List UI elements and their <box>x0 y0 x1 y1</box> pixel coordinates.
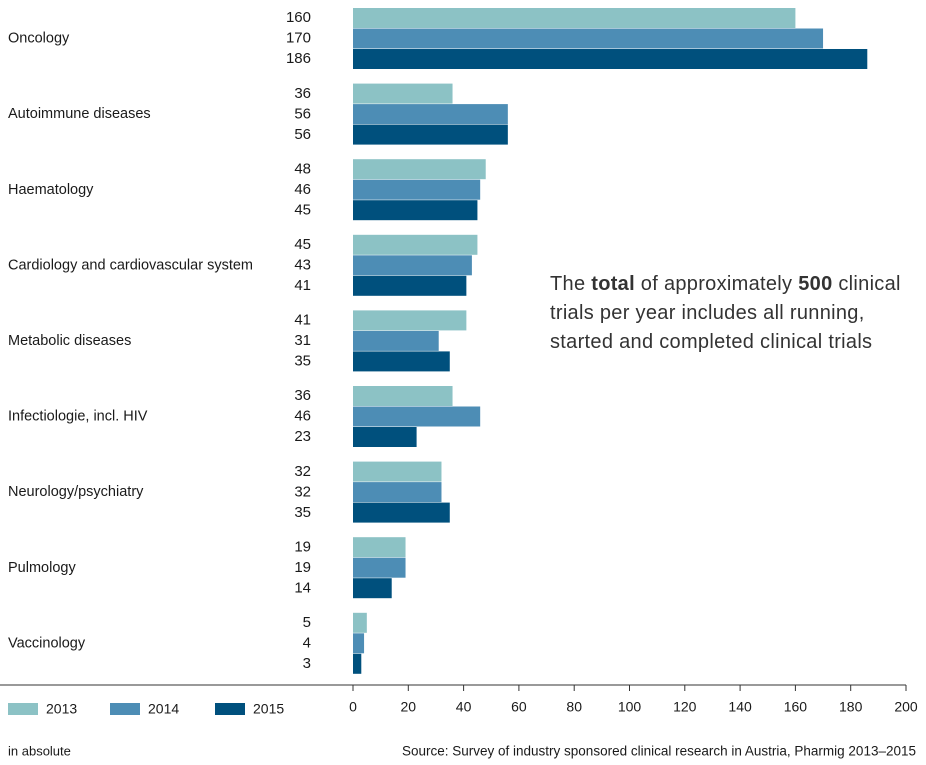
annotation-part: clinical trials per year includes all ru… <box>550 273 907 353</box>
bar <box>353 49 868 69</box>
x-tick-label: 0 <box>349 699 357 715</box>
legend-swatch <box>8 703 38 715</box>
value-label: 46 <box>294 408 311 425</box>
category-label: Autoimmune diseases <box>8 106 151 122</box>
category-label: Oncology <box>8 31 70 47</box>
bar <box>353 406 481 427</box>
bar <box>353 104 508 125</box>
value-label: 35 <box>294 504 311 521</box>
x-tick-label: 100 <box>618 699 642 715</box>
category-label: Cardiology and cardiovascular system <box>8 257 253 273</box>
value-label: 35 <box>294 353 311 370</box>
value-label: 41 <box>294 277 311 294</box>
value-label: 170 <box>286 30 311 47</box>
legend-label: 2013 <box>46 701 77 717</box>
value-label: 48 <box>294 160 311 177</box>
category-label: Metabolic diseases <box>8 333 131 349</box>
annotation-part: total <box>591 273 635 295</box>
annotation-part: The <box>550 273 592 295</box>
value-label: 46 <box>294 181 311 198</box>
bar <box>353 502 450 523</box>
x-tick-label: 80 <box>566 699 582 715</box>
bar <box>353 482 442 503</box>
legend-label: 2014 <box>148 701 179 717</box>
bar <box>353 28 824 49</box>
bar <box>353 179 481 200</box>
annotation-part: 500 <box>798 273 833 295</box>
axis-note: in absolute <box>8 743 71 758</box>
value-label: 31 <box>294 332 311 349</box>
category-label: Haematology <box>8 182 94 198</box>
value-label: 19 <box>294 559 311 576</box>
value-label: 56 <box>294 105 311 122</box>
value-label: 5 <box>303 614 311 631</box>
category-label: Vaccinology <box>8 635 86 651</box>
bar <box>353 461 442 482</box>
legend-swatch <box>215 703 245 715</box>
value-label: 45 <box>294 201 311 218</box>
legend-label: 2015 <box>253 701 284 717</box>
x-tick-label: 40 <box>456 699 472 715</box>
bar <box>353 633 365 654</box>
bar <box>353 255 472 276</box>
annotation: The total of approximately 500 clinical … <box>550 270 922 357</box>
x-tick-label: 180 <box>839 699 863 715</box>
value-label: 14 <box>294 579 311 596</box>
value-label: 3 <box>303 655 311 672</box>
bar <box>353 8 796 28</box>
x-tick-label: 120 <box>673 699 697 715</box>
bar <box>353 653 362 674</box>
x-tick-label: 60 <box>511 699 527 715</box>
bar <box>353 310 467 331</box>
bar <box>353 537 406 558</box>
value-label: 36 <box>294 387 311 404</box>
source: Source: Survey of industry sponsored cli… <box>402 744 916 759</box>
bar <box>353 386 453 406</box>
value-label: 186 <box>286 50 311 67</box>
category-label: Infectiologie, incl. HIV <box>8 409 148 425</box>
x-tick-label: 200 <box>894 699 918 715</box>
value-label: 45 <box>294 236 311 253</box>
value-label: 32 <box>294 483 311 500</box>
x-tick-label: 140 <box>728 699 752 715</box>
value-label: 36 <box>294 85 311 102</box>
bar <box>353 200 478 221</box>
annotation-part: of approximately <box>634 273 799 295</box>
bar <box>353 159 486 180</box>
category-label: Neurology/psychiatry <box>8 484 144 500</box>
bar <box>353 124 508 145</box>
bar <box>353 578 392 599</box>
legend-swatch <box>110 703 140 715</box>
value-label: 32 <box>294 463 311 480</box>
bar <box>353 557 406 578</box>
bar <box>353 351 450 372</box>
bar <box>353 234 478 255</box>
bar <box>353 330 439 351</box>
x-tick-label: 160 <box>784 699 808 715</box>
value-label: 4 <box>303 635 311 652</box>
bar <box>353 427 417 447</box>
value-label: 19 <box>294 538 311 555</box>
value-label: 23 <box>294 428 311 445</box>
bar <box>353 83 453 104</box>
value-label: 41 <box>294 312 311 329</box>
x-tick-label: 20 <box>401 699 417 715</box>
category-label: Pulmology <box>8 560 76 576</box>
value-label: 160 <box>286 9 311 26</box>
value-label: 43 <box>294 257 311 274</box>
bar <box>353 612 367 633</box>
value-label: 56 <box>294 126 311 143</box>
bar <box>353 275 467 296</box>
